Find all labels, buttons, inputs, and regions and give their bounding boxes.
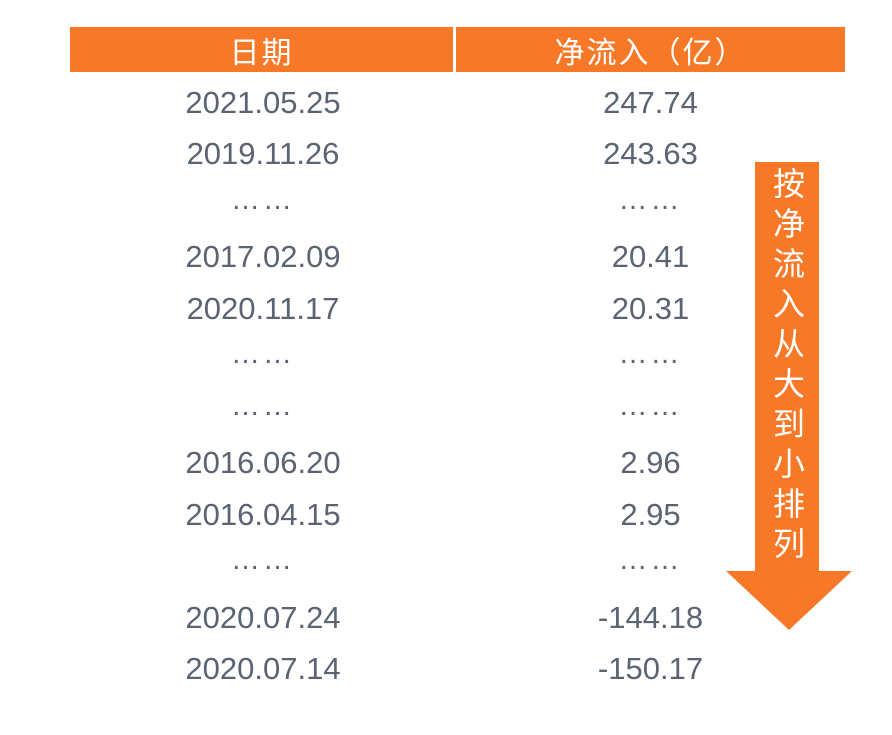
table-row: 2019.11.26 243.63 <box>70 129 845 181</box>
value-cell: 2.95 <box>620 496 681 532</box>
value-cell: 247.74 <box>603 84 698 120</box>
table-row: 2021.05.25 247.74 <box>70 77 845 129</box>
value-cell: 243.63 <box>603 136 698 172</box>
table-row: 2020.07.14 -150.17 <box>70 644 845 696</box>
table-header: 日期 净流入（亿） <box>70 27 845 72</box>
table-row-ellipsis: …… …… <box>70 386 845 438</box>
value-cell: …… <box>618 338 683 371</box>
date-cell: …… <box>231 544 295 577</box>
date-cell: 2021.05.25 <box>185 84 341 120</box>
date-cell: 2020.07.24 <box>185 599 341 635</box>
table-row: 2016.04.15 2.95 <box>70 489 845 541</box>
date-cell: …… <box>231 389 295 422</box>
date-cell: 2016.04.15 <box>185 496 341 532</box>
header-column-divider <box>453 27 456 72</box>
value-cell: …… <box>618 389 683 422</box>
column-header-net-inflow: 净流入（亿） <box>554 36 747 70</box>
value-cell: …… <box>618 544 683 577</box>
table-row: 2020.07.24 -144.18 <box>70 592 845 644</box>
date-cell: 2020.11.17 <box>186 290 340 326</box>
down-arrow-icon <box>726 571 852 630</box>
sort-order-label: 按净流入从大到小排列 <box>769 167 805 567</box>
date-cell: 2020.07.14 <box>185 651 341 687</box>
value-cell: …… <box>618 183 683 216</box>
value-cell: -150.17 <box>597 651 704 687</box>
value-cell: 20.41 <box>611 239 690 275</box>
table-row-ellipsis: …… …… <box>70 541 845 593</box>
value-cell: 20.31 <box>611 290 690 326</box>
table-row: 2020.11.17 20.31 <box>70 283 845 335</box>
table-row-ellipsis: …… …… <box>70 180 845 232</box>
date-cell: …… <box>231 183 295 216</box>
date-cell: 2017.02.09 <box>185 239 341 275</box>
date-cell: 2016.06.20 <box>185 445 341 481</box>
date-cell: …… <box>231 338 295 371</box>
column-header-date: 日期 <box>229 36 294 70</box>
table-row: 2017.02.09 20.41 <box>70 232 845 284</box>
table-body: 2021.05.25 247.74 2019.11.26 243.63 …… …… <box>70 77 845 695</box>
value-cell: 2.96 <box>620 445 681 481</box>
value-cell: -144.18 <box>597 599 704 635</box>
table-row: 2016.06.20 2.96 <box>70 438 845 490</box>
date-cell: 2019.11.26 <box>186 136 340 172</box>
sort-order-arrow-bar: 按净流入从大到小排列 <box>755 162 819 572</box>
table-row-ellipsis: …… …… <box>70 335 845 387</box>
